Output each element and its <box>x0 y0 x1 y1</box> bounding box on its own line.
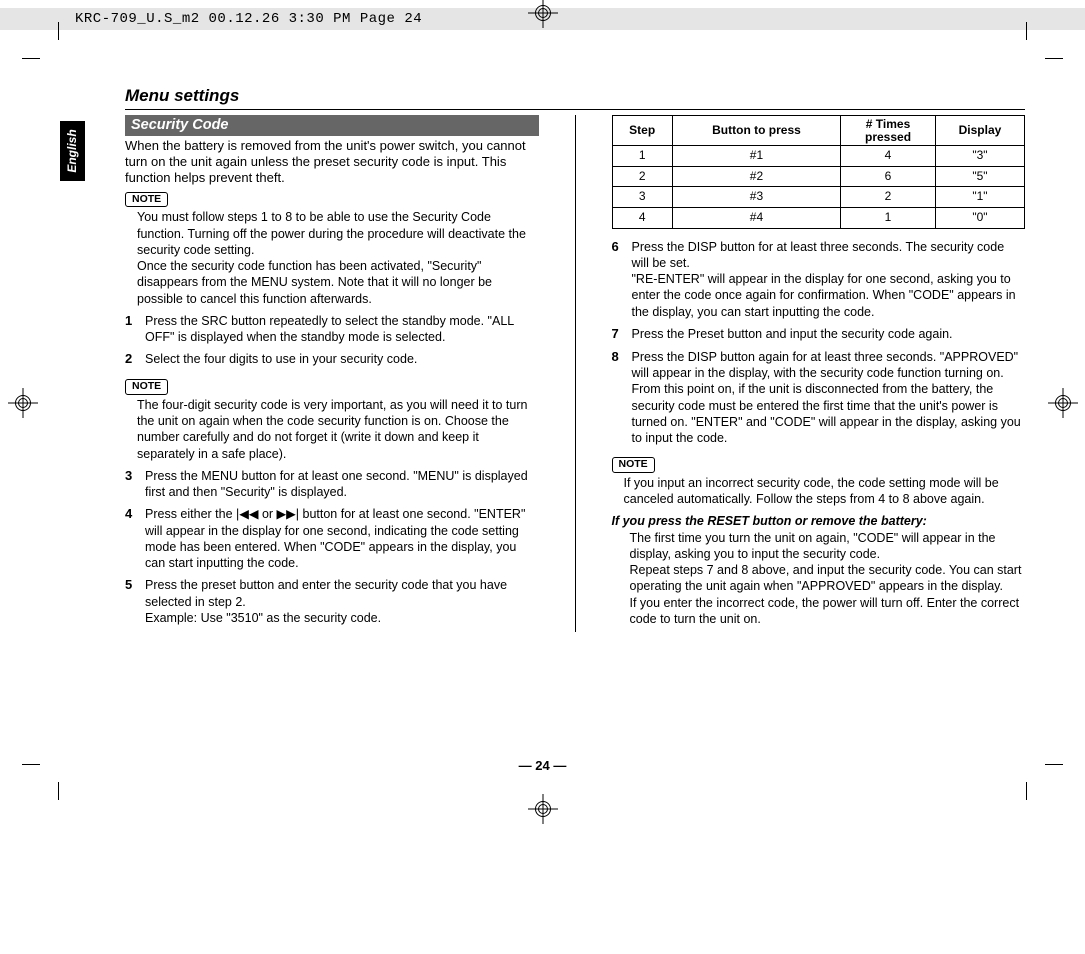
step-8: 8Press the DISP button again for at leas… <box>612 349 1026 447</box>
left-column: Security Code When the battery is remove… <box>125 115 539 632</box>
table-row: 4#41"0" <box>612 208 1025 229</box>
table-header-row: Step Button to press # Timespressed Disp… <box>612 116 1025 146</box>
table-row: 2#26"5" <box>612 166 1025 187</box>
column-divider <box>575 115 576 632</box>
step-7: 7Press the Preset button and input the s… <box>612 326 1026 343</box>
crop-mark <box>40 40 64 64</box>
crop-mark <box>1021 40 1045 64</box>
note-1: You must follow steps 1 to 8 to be able … <box>125 209 539 307</box>
table-row: 3#32"1" <box>612 187 1025 208</box>
reg-mark-right <box>1048 388 1078 418</box>
table-header: Button to press <box>672 116 840 146</box>
reg-mark-top <box>528 0 558 28</box>
security-code-bar: Security Code <box>125 115 539 136</box>
step-2: 2Select the four digits to use in your s… <box>125 351 539 368</box>
section-title: Menu settings <box>125 85 1025 110</box>
reg-mark-bottom <box>528 794 558 824</box>
step-5: 5Press the preset button and enter the s… <box>125 577 539 626</box>
page-body: English Menu settings Security Code When… <box>60 85 1025 774</box>
page-number: — 24 — <box>519 758 567 775</box>
reset-body: The first time you turn the unit on agai… <box>612 530 1026 628</box>
step-6: 6Press the DISP button for at least thre… <box>612 239 1026 320</box>
code-table: Step Button to press # Timespressed Disp… <box>612 115 1026 229</box>
table-header: Step <box>612 116 672 146</box>
language-label: English <box>65 129 81 172</box>
intro-text: When the battery is removed from the uni… <box>125 138 539 187</box>
step-1: 1Press the SRC button repeatedly to sele… <box>125 313 539 346</box>
note-3: If you input an incorrect security code,… <box>612 475 1026 508</box>
language-tab: English <box>60 121 85 181</box>
table-header: Display <box>935 116 1024 146</box>
right-column: Step Button to press # Timespressed Disp… <box>612 115 1026 632</box>
step-3: 3Press the MENU button for at least one … <box>125 468 539 501</box>
steps-list-1: 1Press the SRC button repeatedly to sele… <box>125 313 539 368</box>
reset-heading: If you press the RESET button or remove … <box>612 513 1026 529</box>
step-4: 4Press either the |◀◀ or ▶▶| button for … <box>125 506 539 571</box>
table-header: # Timespressed <box>841 116 936 146</box>
note-label: NOTE <box>125 192 168 208</box>
table-row: 1#14"3" <box>612 146 1025 167</box>
reg-mark-left <box>8 388 38 418</box>
steps-list-2: 3Press the MENU button for at least one … <box>125 468 539 626</box>
note-label: NOTE <box>612 457 655 473</box>
steps-list-right: 6Press the DISP button for at least thre… <box>612 239 1026 447</box>
note-2: The four-digit security code is very imp… <box>125 397 539 462</box>
note-label: NOTE <box>125 379 168 395</box>
